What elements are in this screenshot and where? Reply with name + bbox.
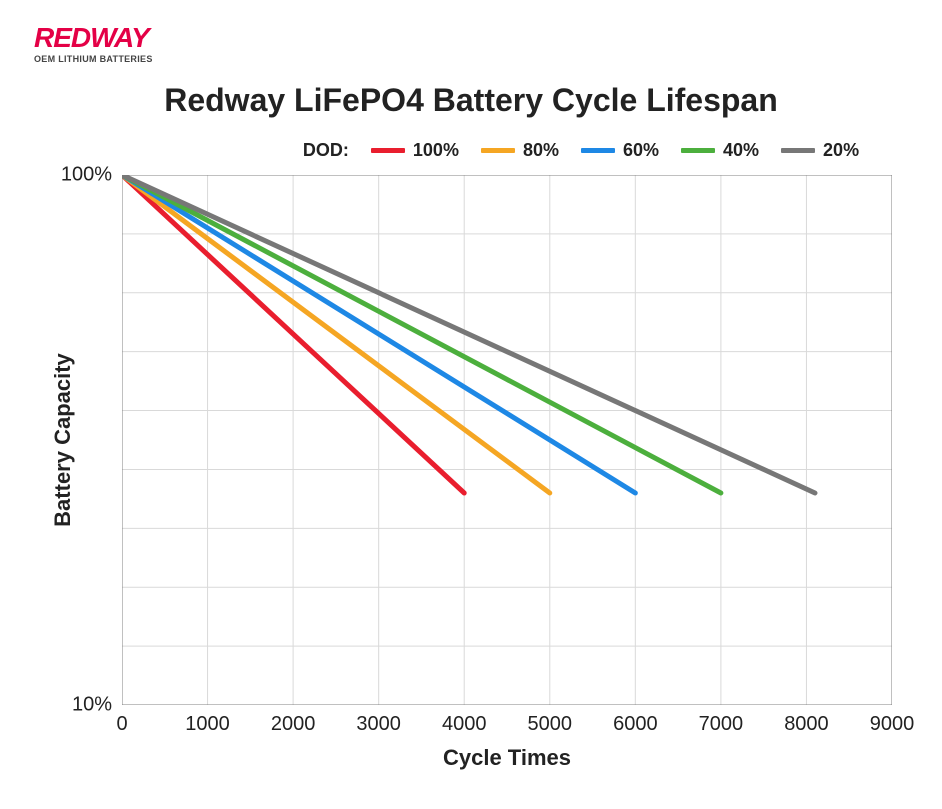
x-tick-label: 1000	[185, 705, 230, 736]
chart-svg	[122, 175, 892, 705]
brand-logo: REDWAY OEM LITHIUM BATTERIES	[34, 24, 153, 64]
legend-item: 20%	[781, 140, 859, 161]
legend-swatch	[371, 148, 405, 153]
y-tick-label: 100%	[61, 164, 122, 187]
x-tick-label: 2000	[271, 705, 316, 736]
legend-item: 100%	[371, 140, 459, 161]
legend-label: 100%	[413, 140, 459, 161]
chart-legend: DOD: 100% 80% 60% 40% 20%	[0, 140, 942, 161]
y-tick-label: 10%	[72, 694, 122, 717]
legend-label: 40%	[723, 140, 759, 161]
x-tick-label: 3000	[356, 705, 401, 736]
legend-label: 80%	[523, 140, 559, 161]
x-tick-label: 9000	[870, 705, 915, 736]
logo-text: REDWAY	[34, 24, 153, 52]
x-tick-label: 6000	[613, 705, 658, 736]
logo-subtitle: OEM LITHIUM BATTERIES	[34, 54, 153, 64]
legend-label: 60%	[623, 140, 659, 161]
x-tick-label: 0	[116, 705, 127, 736]
legend-item: 60%	[581, 140, 659, 161]
x-tick-label: 8000	[784, 705, 829, 736]
legend-swatch	[681, 148, 715, 153]
x-tick-label: 7000	[699, 705, 744, 736]
legend-swatch	[781, 148, 815, 153]
legend-item: 80%	[481, 140, 559, 161]
x-tick-label: 4000	[442, 705, 487, 736]
plot-area: 100%10% 01000200030004000500060007000800…	[122, 175, 892, 705]
y-axis-label: Battery Capacity	[50, 175, 76, 705]
legend-swatch	[581, 148, 615, 153]
x-axis-label: Cycle Times	[122, 745, 892, 771]
legend-item: 40%	[681, 140, 759, 161]
legend-title: DOD:	[303, 140, 349, 161]
x-tick-label: 5000	[528, 705, 573, 736]
chart-title: Redway LiFePO4 Battery Cycle Lifespan	[0, 82, 942, 119]
legend-label: 20%	[823, 140, 859, 161]
legend-swatch	[481, 148, 515, 153]
